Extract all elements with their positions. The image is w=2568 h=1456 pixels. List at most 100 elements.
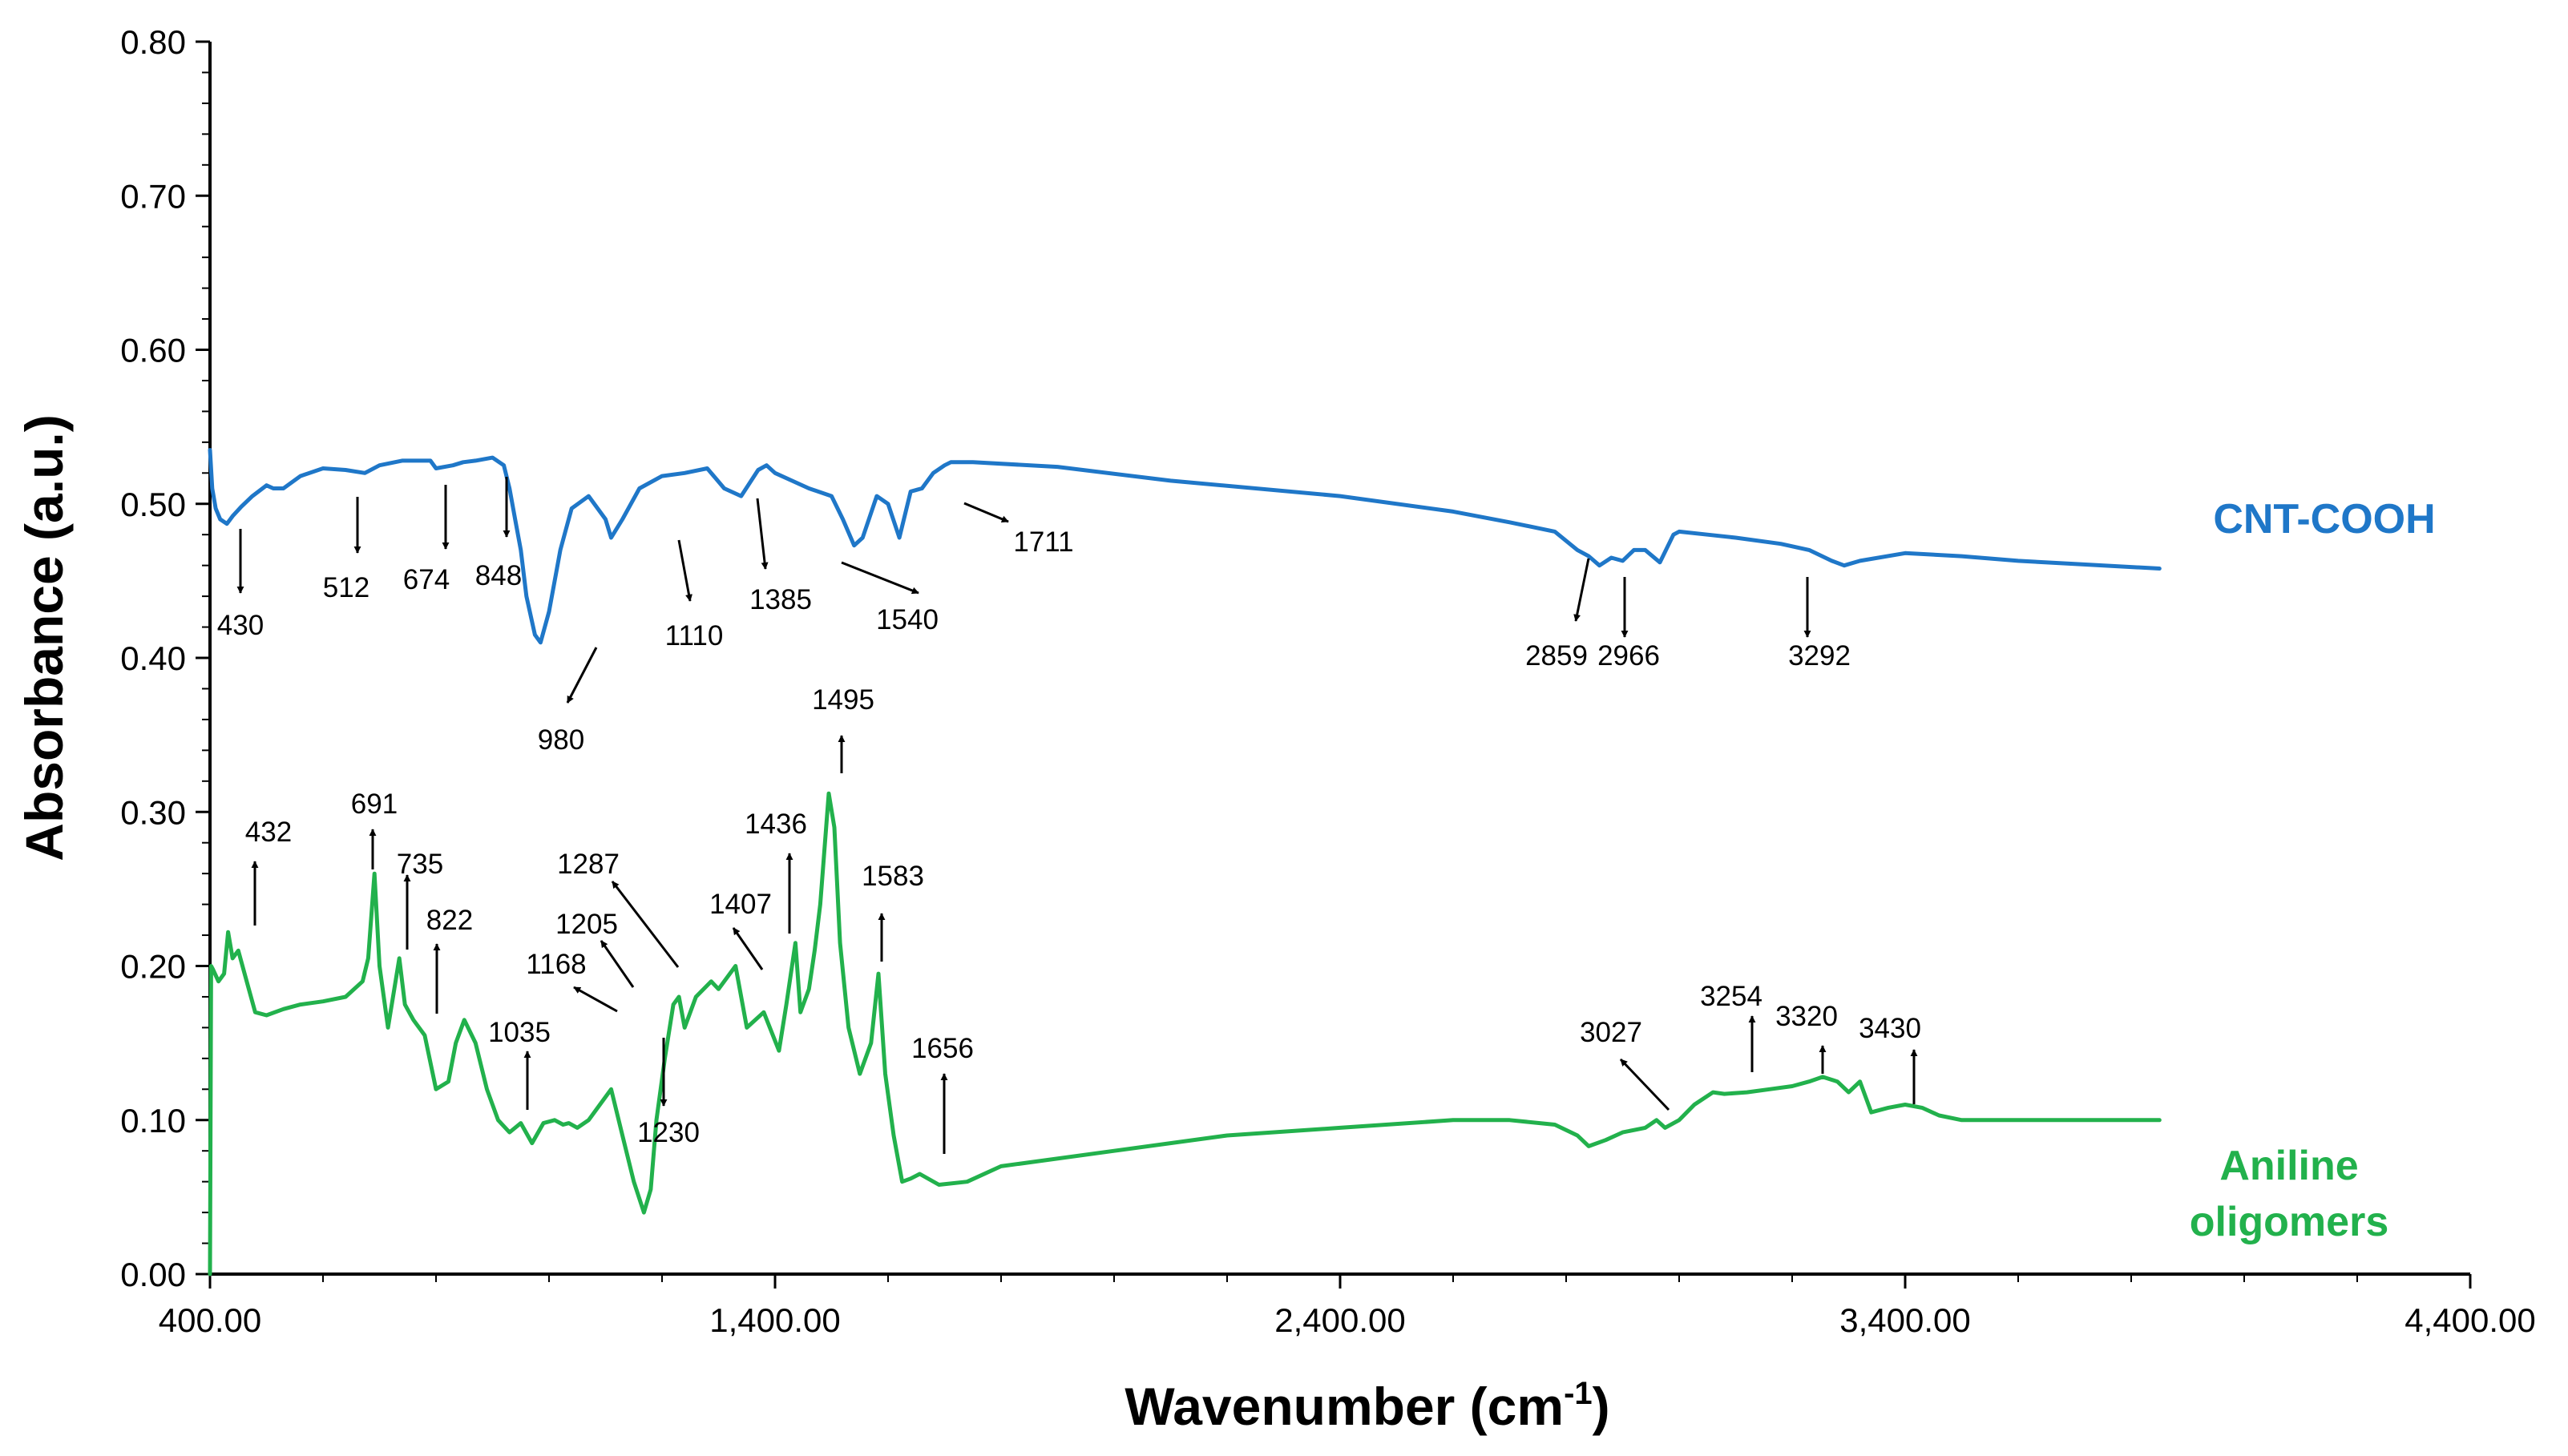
annotation-label: 1540 [876, 604, 939, 635]
x-tick-label: 4,400.00 [2404, 1301, 2536, 1339]
y-tick-label: 0.70 [120, 177, 186, 215]
peak-annotation: 3027 [1580, 1017, 1670, 1111]
annotation-label: 1656 [911, 1033, 974, 1064]
peak-annotation: 1711 [963, 502, 1074, 558]
peak-annotation: 980 [538, 647, 598, 756]
y-tick-label: 0.10 [120, 1102, 186, 1139]
annotation-label: 1287 [557, 849, 620, 880]
annotation-label: 2859 [1525, 640, 1588, 672]
annotation-label: 3292 [1788, 640, 1851, 672]
aniline-oligomers-label: oligomers [2190, 1199, 2389, 1245]
annotation-label: 1583 [862, 861, 924, 892]
peak-annotation: 3430 [1859, 1013, 1921, 1104]
peak-annotation: 1436 [745, 809, 807, 934]
peak-annotation: 1205 [555, 909, 635, 988]
x-tick-label: 2,400.00 [1274, 1301, 1406, 1339]
annotation-arrow [600, 940, 635, 988]
y-axis-title: Absorbance (a.u.) [14, 414, 74, 861]
y-tick-label: 0.30 [120, 793, 186, 831]
peak-annotation: 430 [217, 529, 264, 641]
x-tick-label: 1,400.00 [709, 1301, 841, 1339]
y-tick-label: 0.50 [120, 486, 186, 523]
annotation-label: 3027 [1580, 1017, 1642, 1048]
peak-annotation: 1287 [557, 849, 680, 968]
peak-annotation: 3292 [1788, 577, 1851, 672]
annotation-label: 432 [245, 817, 292, 848]
annotation-label: 1035 [488, 1017, 551, 1048]
annotation-label: 3254 [1700, 981, 1762, 1012]
peak-annotation: 1540 [841, 561, 939, 635]
series-lines [208, 448, 2162, 1277]
annotation-arrow [573, 986, 618, 1013]
x-axis-title-main: Wavenumber (cm [1125, 1377, 1564, 1436]
peak-annotation: 735 [397, 849, 443, 950]
annotation-label: 3430 [1859, 1013, 1921, 1044]
aniline-oligomers-series-line [208, 791, 2162, 1277]
peak-annotation: 2966 [1597, 577, 1660, 672]
peak-annotation: 1035 [488, 1017, 551, 1110]
cnt-cooh-label: CNT-COOH [2213, 496, 2435, 542]
peak-annotation: 1385 [749, 498, 812, 615]
plot-area: 400.00 1,400.00 2,400.00 3,400.00 4,400.00 0… [120, 23, 2536, 1339]
annotation-arrow [1619, 1058, 1670, 1111]
x-tick-label: 3,400.00 [1839, 1301, 1971, 1339]
cnt-cooh-series-line [208, 448, 2162, 645]
annotation-label: 1711 [1013, 526, 1073, 558]
peak-annotation: 1110 [665, 539, 724, 651]
peak-annotation: 512 [323, 497, 369, 603]
y-tick-label: 0.20 [120, 948, 186, 986]
peak-annotation: 3320 [1775, 1001, 1838, 1074]
annotation-label: 1110 [665, 620, 724, 651]
annotation-label: 3320 [1775, 1001, 1838, 1032]
annotation-arrow [566, 647, 598, 704]
annotation-arrow [732, 927, 764, 970]
peak-annotation: 1583 [862, 861, 924, 962]
y-axis-ticks: 0.00 0.10 0.20 0.30 0.40 0.50 0.60 0.70 0.80 [120, 23, 210, 1293]
x-axis-ticks: 400.00 1,400.00 2,400.00 3,400.00 4,400.00 [159, 1274, 2536, 1339]
annotation-label: 1407 [709, 889, 772, 920]
annotation-label: 1436 [745, 809, 807, 840]
y-tick-label: 0.60 [120, 332, 186, 369]
x-axis-title-close: ) [1593, 1377, 1610, 1436]
annotation-label: 1168 [526, 949, 586, 980]
y-tick-label: 0.00 [120, 1256, 186, 1293]
annotation-label: 822 [426, 905, 473, 936]
peak-annotation: 1495 [812, 684, 874, 773]
peak-annotation: 1168 [526, 949, 618, 1013]
peak-annotation: 1230 [637, 1038, 700, 1148]
annotation-label: 735 [397, 849, 443, 880]
peak-annotation: 822 [426, 905, 473, 1014]
annotation-label: 674 [403, 564, 450, 595]
annotation-label: 512 [323, 572, 369, 603]
annotation-label: 980 [538, 724, 584, 756]
series-labels: CNT-COOH Aniline oligomers [2190, 496, 2436, 1245]
annotation-label: 691 [351, 788, 398, 820]
annotation-label: 1205 [555, 909, 618, 940]
annotation-label: 1385 [749, 584, 812, 615]
peak-annotation: 848 [475, 477, 522, 591]
peak-annotation: 691 [351, 788, 398, 869]
peak-annotations: 430 512 674 848 980 1110 1385 1540 1711 2859 2966 3… [217, 477, 1921, 1154]
peak-annotation: 2859 [1525, 558, 1590, 672]
annotation-label: 1495 [812, 684, 874, 716]
x-tick-label: 400.00 [159, 1301, 261, 1339]
peak-annotation: 3254 [1700, 981, 1762, 1072]
peak-annotation: 1656 [911, 1033, 974, 1154]
aniline-oligomers-label: Aniline [2219, 1143, 2358, 1189]
x-axis-title-superscript: -1 [1564, 1376, 1593, 1411]
annotation-label: 1230 [637, 1117, 700, 1148]
annotation-arrow [1573, 558, 1590, 622]
annotation-arrow [841, 561, 919, 595]
annotation-label: 848 [475, 560, 522, 591]
peak-annotation: 1407 [709, 889, 772, 970]
annotation-arrow [963, 502, 1009, 523]
annotation-label: 2966 [1597, 640, 1660, 672]
y-tick-label: 0.80 [120, 23, 186, 61]
y-tick-label: 0.40 [120, 639, 186, 677]
annotation-arrow [756, 498, 769, 570]
peak-annotation: 432 [245, 817, 292, 926]
annotation-arrow [611, 881, 680, 968]
annotation-label: 430 [217, 610, 264, 641]
peak-annotation: 674 [403, 485, 450, 595]
